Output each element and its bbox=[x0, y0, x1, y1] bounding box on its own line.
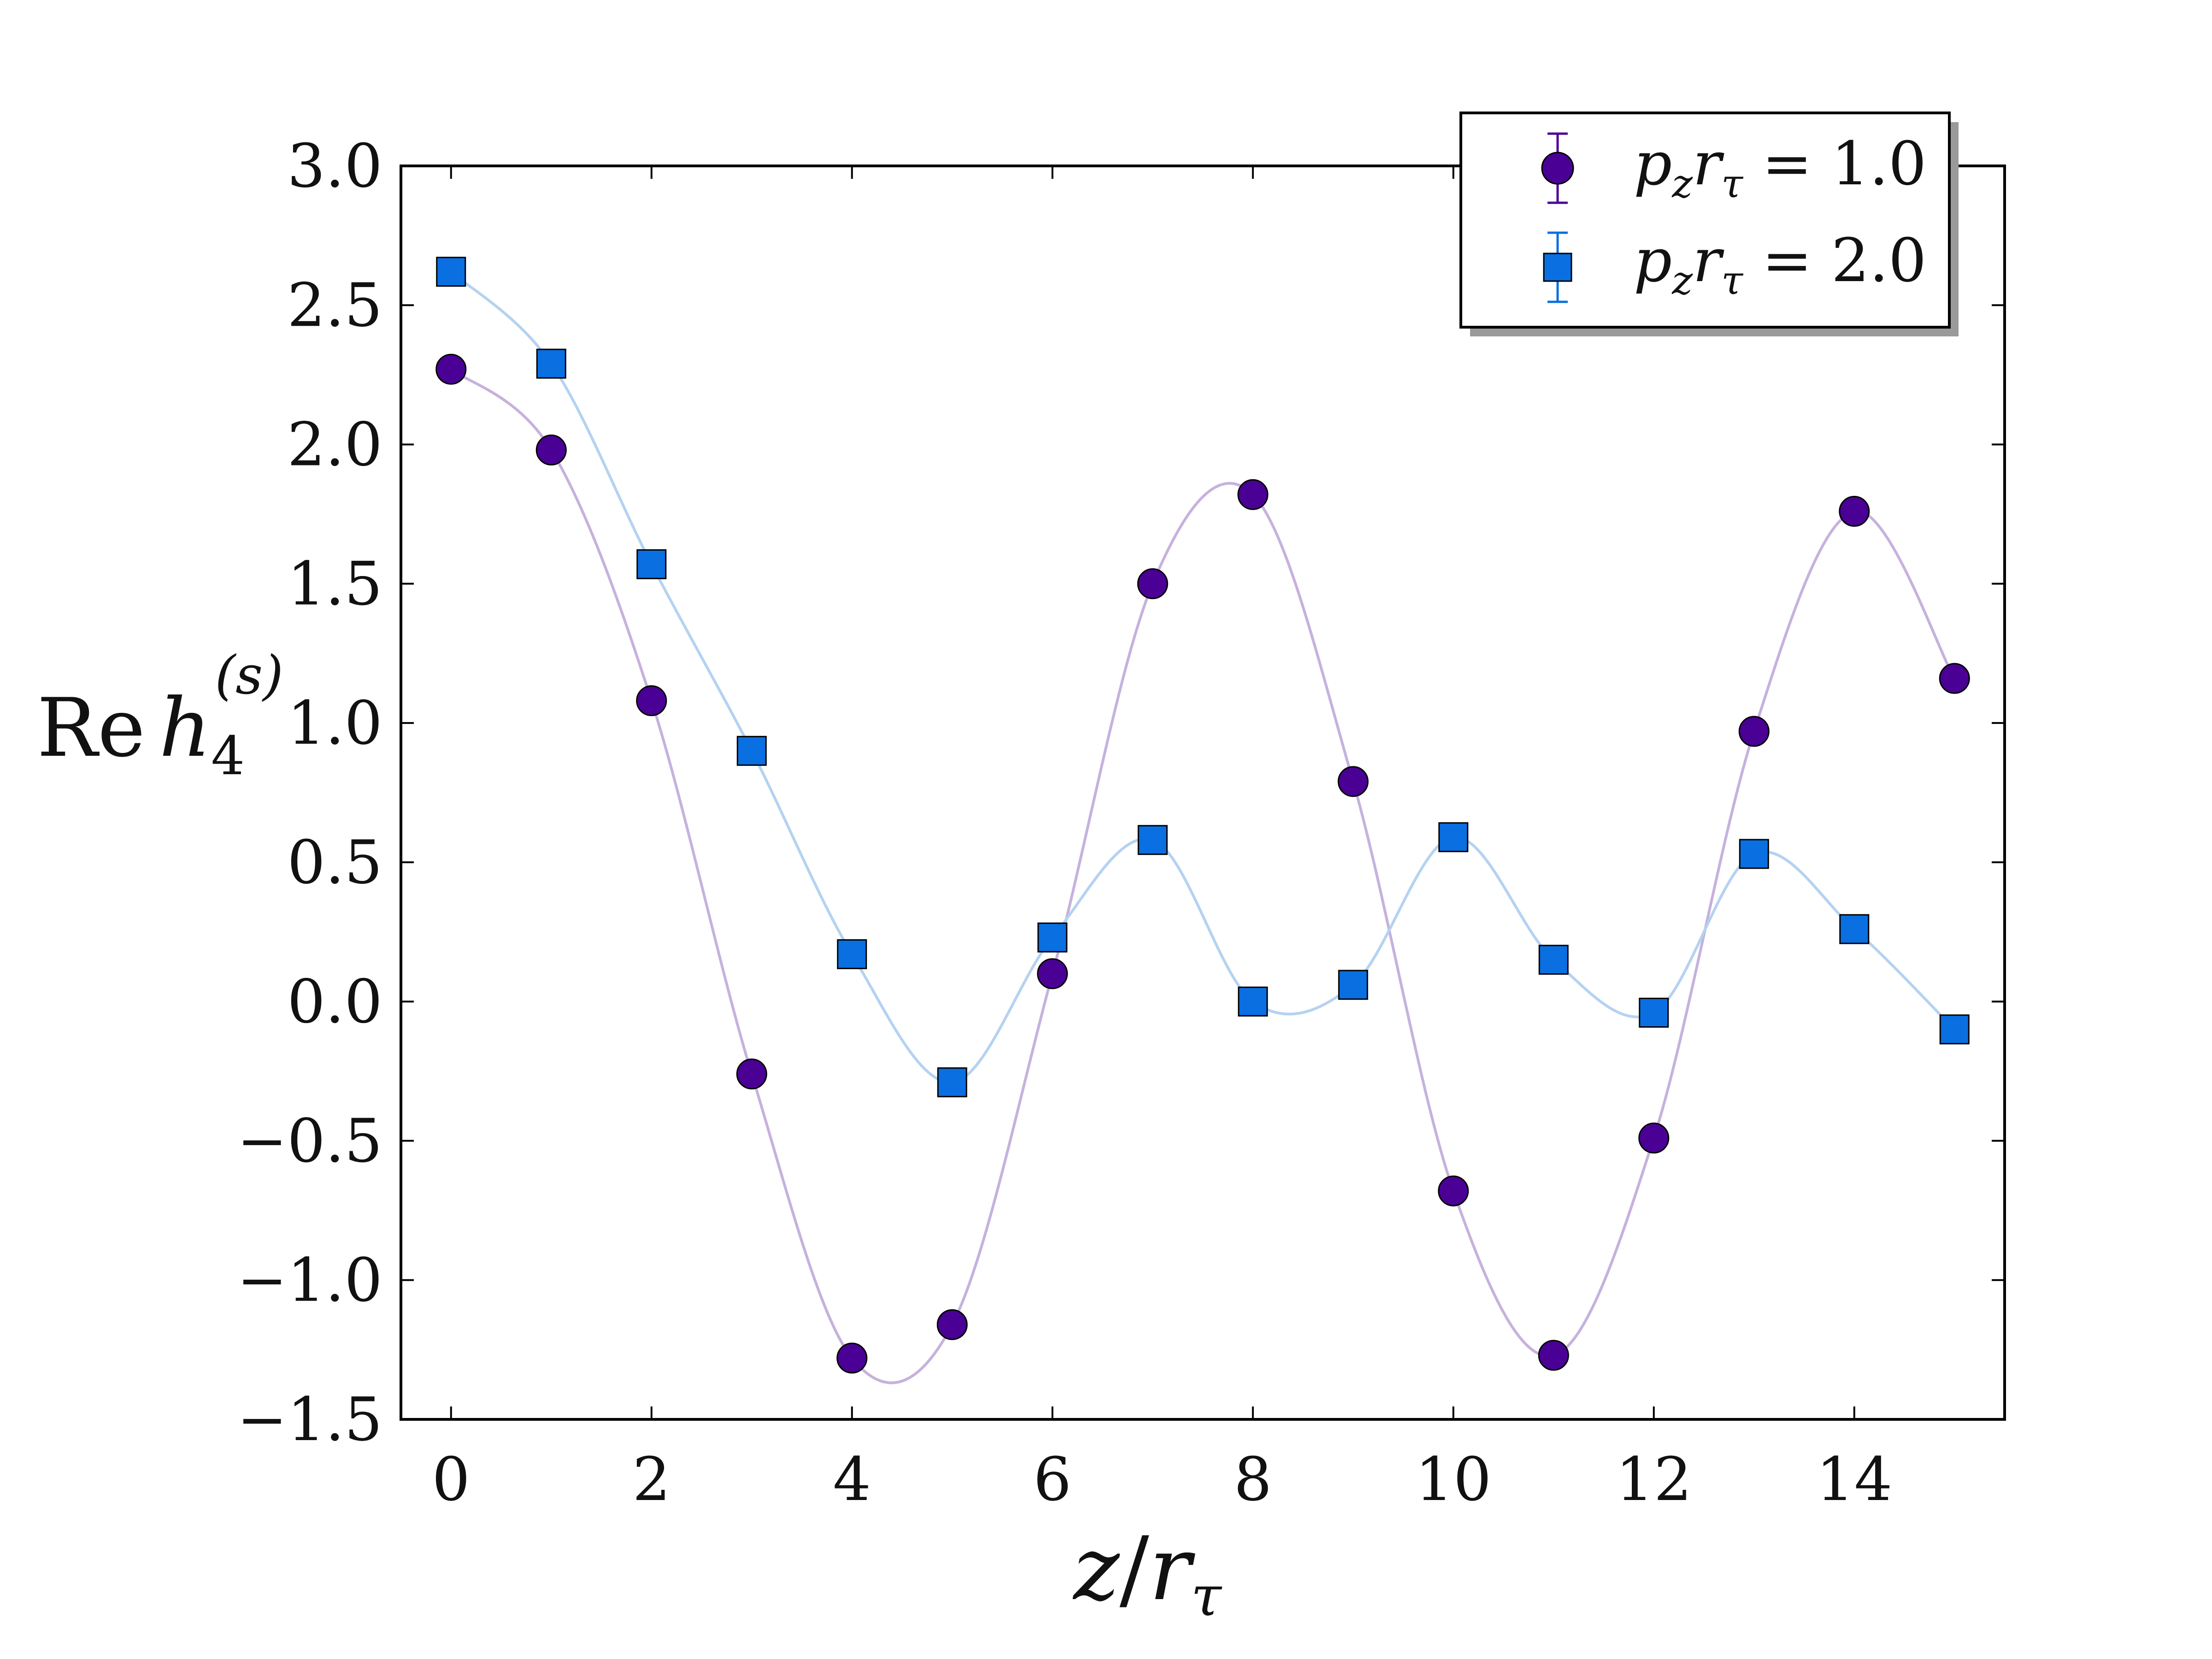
fit-curves bbox=[450, 271, 1956, 1384]
series-2-point bbox=[1037, 922, 1068, 953]
series-2-point bbox=[1338, 970, 1368, 1000]
series-2-point bbox=[837, 939, 867, 970]
x-axis-label-r: r bbox=[1149, 1518, 1195, 1620]
legend-label-1-p: p bbox=[1634, 129, 1672, 199]
x-axis-label-z: z bbox=[1072, 1518, 1120, 1620]
series-1-point bbox=[936, 1309, 968, 1340]
series-1-point bbox=[535, 435, 567, 466]
y-tick-label: 1.5 bbox=[287, 549, 382, 619]
y-tick-label: −1.5 bbox=[237, 1384, 382, 1454]
data-markers bbox=[435, 257, 1970, 1374]
y-axis-label-sup: (s) bbox=[215, 645, 283, 706]
series-2-point bbox=[636, 549, 667, 579]
series-2-point bbox=[1238, 986, 1268, 1017]
series-1-point bbox=[1137, 568, 1168, 600]
series-1-point bbox=[1738, 716, 1770, 747]
x-tick-label: 2 bbox=[632, 1444, 671, 1514]
series-2-point bbox=[436, 257, 466, 287]
legend-label-1-r: r bbox=[1693, 129, 1724, 199]
y-tick-label: 0.5 bbox=[287, 827, 382, 897]
x-tick-label: 8 bbox=[1234, 1444, 1272, 1514]
series-1-point bbox=[636, 685, 667, 717]
series-1-point bbox=[836, 1342, 868, 1374]
legend: pzrτ = 1.0 pzrτ = 2.0 bbox=[1459, 112, 1959, 336]
y-axis-label-sub: 4 bbox=[211, 725, 245, 787]
legend-entry-1: pzrτ = 1.0 bbox=[1541, 129, 1927, 207]
x-tick-label: 6 bbox=[1033, 1444, 1071, 1514]
series-2-point bbox=[1639, 998, 1669, 1028]
y-axis-label-h: h bbox=[159, 682, 211, 775]
y-tick-label: 2.5 bbox=[287, 270, 382, 340]
y-tick-label: 3.0 bbox=[287, 131, 382, 201]
x-axis-label-sub: τ bbox=[1191, 1565, 1222, 1629]
series-2-point bbox=[1839, 914, 1870, 944]
x-tick-label: 10 bbox=[1415, 1444, 1491, 1514]
x-axis-label: z/rτ bbox=[1072, 1518, 1222, 1629]
y-tick-label: −1.0 bbox=[237, 1245, 382, 1315]
series-1-point bbox=[1037, 958, 1068, 989]
legend-marker-circle-icon bbox=[1541, 132, 1574, 204]
y-tick-label: 1.0 bbox=[287, 688, 382, 758]
series-2-point bbox=[1137, 825, 1168, 855]
y-axis-label-re: Re bbox=[37, 682, 145, 775]
series-1-point bbox=[1638, 1123, 1670, 1154]
y-axis-label: Re h4 (s) bbox=[37, 645, 283, 787]
y-tick-label: −0.5 bbox=[237, 1106, 382, 1176]
legend-box bbox=[1459, 112, 1951, 329]
series-2-point bbox=[1438, 822, 1469, 853]
series-2-point bbox=[736, 735, 767, 766]
legend-label-1-eq: = 1.0 bbox=[1743, 129, 1926, 199]
series-1-curve bbox=[450, 368, 1956, 1384]
legend-label-2-sub1: z bbox=[1671, 258, 1693, 304]
x-tick-label: 14 bbox=[1816, 1444, 1892, 1514]
series-1-point bbox=[1839, 496, 1870, 527]
series-2-point bbox=[1739, 839, 1769, 869]
series-1-point bbox=[736, 1058, 767, 1089]
series-1-point bbox=[1337, 766, 1369, 797]
x-tick-label: 12 bbox=[1616, 1444, 1692, 1514]
x-axis-label-slash: / bbox=[1119, 1518, 1149, 1620]
legend-label-2: pzrτ = 2.0 bbox=[1634, 225, 1927, 304]
legend-label-1-sub1: z bbox=[1671, 161, 1693, 207]
legend-label-2-eq: = 2.0 bbox=[1743, 225, 1926, 295]
legend-label-2-r: r bbox=[1693, 225, 1724, 295]
legend-entry-2: pzrτ = 2.0 bbox=[1543, 225, 1927, 304]
x-tick-label: 4 bbox=[833, 1444, 871, 1514]
legend-marker-square-icon bbox=[1543, 231, 1572, 303]
series-1-point bbox=[1939, 663, 1970, 694]
legend-label-1: pzrτ = 1.0 bbox=[1634, 129, 1927, 207]
series-2-point bbox=[937, 1067, 967, 1098]
legend-label-2-p: p bbox=[1634, 225, 1672, 295]
axis-ticks bbox=[401, 165, 2005, 1420]
series-2-point bbox=[536, 348, 566, 379]
legend-label-2-sub2: τ bbox=[1721, 258, 1744, 304]
y-tick-label: 0.0 bbox=[287, 966, 382, 1036]
series-1-point bbox=[435, 353, 467, 385]
series-2-curve bbox=[450, 271, 1956, 1084]
series-1-point bbox=[1438, 1175, 1469, 1206]
legend-label-1-sub2: τ bbox=[1721, 161, 1744, 207]
series-2-point bbox=[1538, 945, 1569, 975]
series-1-point bbox=[1538, 1340, 1569, 1371]
series-1-point bbox=[1237, 479, 1269, 510]
plot-frame bbox=[400, 165, 2006, 1421]
x-tick-label: 0 bbox=[432, 1444, 470, 1514]
series-2-point bbox=[1939, 1014, 1970, 1045]
tick-labels: 0 2 4 6 8 10 12 14 −1.5 −1.0 −0.5 0.0 0.5 1.0 1.5 2.0 2.… bbox=[237, 131, 1892, 1514]
y-tick-label: 2.0 bbox=[287, 409, 382, 479]
